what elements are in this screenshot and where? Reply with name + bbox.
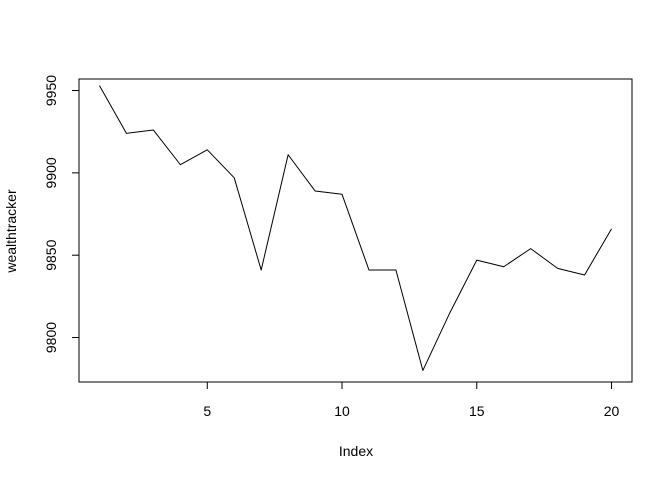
x-tick-label: 20 [604,403,620,419]
y-tick-label: 9800 [43,322,59,353]
y-tick-label: 9950 [43,75,59,106]
x-tick-label: 15 [469,403,485,419]
axes: 5 10 15 20 9800 9850 9900 9950 [43,75,633,419]
plot-area [99,85,612,371]
x-axis-title: Index [339,443,373,459]
y-tick-label: 9900 [43,157,59,188]
x-tick-label: 10 [334,403,350,419]
y-tick-label: 9850 [43,239,59,270]
x-tick-label: 5 [203,403,211,419]
series-line [99,85,612,371]
plot-frame [78,78,633,383]
y-axis-title: wealthtracker [3,189,19,274]
